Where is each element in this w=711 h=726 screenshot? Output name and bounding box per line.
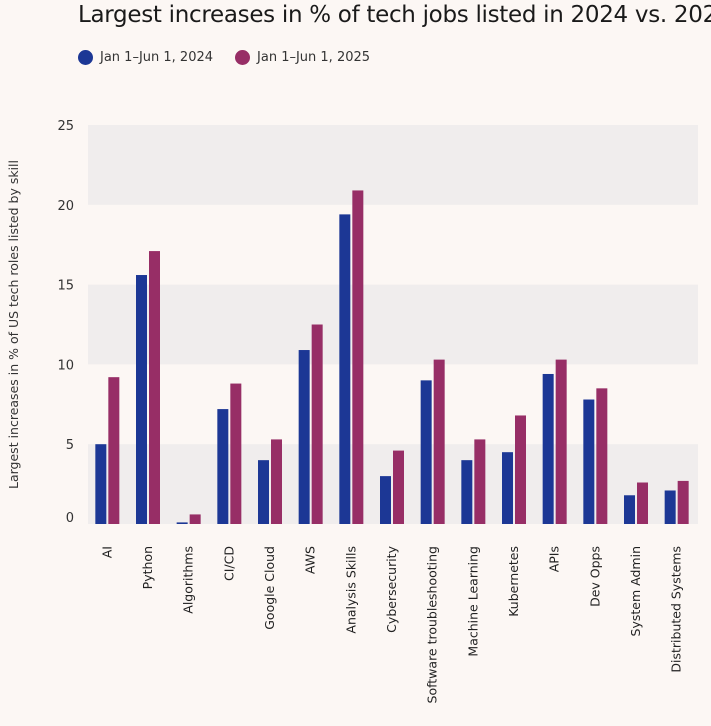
bar-2024 [583,399,595,524]
x-tick-label: AWS [303,546,318,574]
legend-label-2025: Jan 1–Jun 1, 2025 [257,50,371,65]
bar-2025 [393,450,404,524]
bar-2024 [258,460,269,524]
bar-2025 [515,415,526,524]
x-tick-label: AI [99,546,114,558]
bar-2024 [542,373,554,524]
y-tick-label: 5 [66,438,74,453]
bar-2025 [474,439,486,524]
bar-2024 [664,490,676,524]
grid-band [88,284,698,365]
x-tick-label: Machine Learning [465,546,480,657]
bar-2024 [420,380,432,524]
bar-2024 [380,476,391,524]
bar-2024 [176,522,188,524]
bar-2024 [502,452,513,524]
legend-item-2025: Jan 1–Jun 1, 2025 [235,50,370,65]
bar-2025 [596,388,608,524]
legend-swatch-2024 [78,50,93,65]
bar-2025 [637,482,648,524]
bar-2024 [95,444,107,524]
x-tick-label: Software troubleshooting [425,546,440,703]
bar-2025 [108,377,120,524]
bar-2025 [271,439,282,524]
bar-2025 [311,324,323,524]
y-axis-title: Largest increases in % of US tech roles … [6,160,21,489]
bar-2025 [677,480,689,524]
bar-2025 [352,190,364,524]
y-tick-label: 20 [57,199,74,214]
x-tick-label: Algorithms [181,546,196,614]
x-tick-label: CI/CD [221,546,236,581]
bar-2024 [461,460,473,524]
bar-2024 [624,495,635,524]
chart-title: Largest increases in % of tech jobs list… [78,2,711,28]
grid-band [88,125,698,205]
bar-2024 [339,214,351,524]
x-tick-label: Kubernetes [506,546,521,617]
bar-2025 [149,251,160,525]
bar-2024 [298,350,310,524]
bar-2024 [136,275,147,524]
bar-2025 [433,359,445,524]
legend-item-2024: Jan 1–Jun 1, 2024 [78,50,213,65]
legend: Jan 1–Jun 1, 2024 Jan 1–Jun 1, 2025 [78,50,370,65]
x-tick-label: Python [140,546,155,589]
bar-2025 [189,514,201,524]
x-tick-label: Distributed Systems [669,546,684,673]
y-tick-label: 10 [57,358,74,373]
y-tick-label: 25 [57,119,74,134]
legend-label-2024: Jan 1–Jun 1, 2024 [100,50,214,65]
x-tick-label: Cybersecurity [384,545,399,632]
x-tick-label: APIs [547,546,562,572]
bar-2025 [555,359,567,524]
bar-2024 [217,409,229,524]
x-tick-label: System Admin [628,546,643,636]
x-tick-label: Google Cloud [262,546,277,630]
x-tick-label: Dev Opps [587,546,602,607]
legend-swatch-2025 [235,50,251,65]
y-tick-label: 0 [66,511,74,526]
y-tick-label: 15 [57,279,74,294]
x-tick-label: Analysis Skills [343,546,358,634]
bar-2025 [230,383,242,524]
